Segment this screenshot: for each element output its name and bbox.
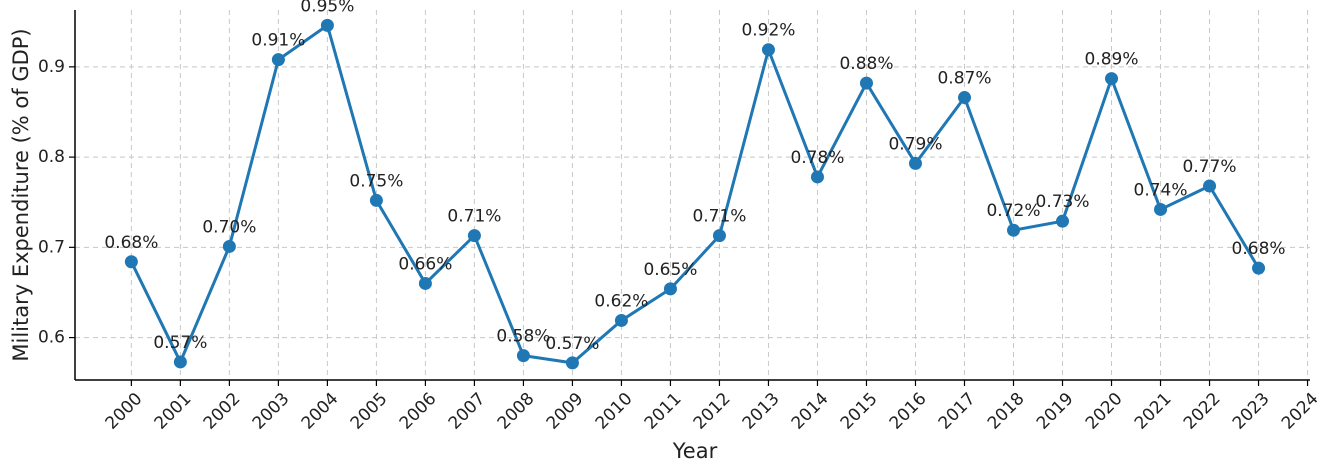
x-tick-label: 2023 xyxy=(1229,389,1274,434)
x-tick-label: 2000 xyxy=(102,389,147,434)
x-tick-label: 2004 xyxy=(298,389,343,434)
data-label: 0.89% xyxy=(1085,50,1139,70)
data-label: 0.65% xyxy=(643,260,697,280)
x-tick-label: 2010 xyxy=(592,389,637,434)
data-label: 0.77% xyxy=(1183,157,1237,177)
data-label: 0.87% xyxy=(937,69,991,89)
point xyxy=(467,229,481,243)
x-tick-label: 2013 xyxy=(739,389,784,434)
x-tick-label: 2015 xyxy=(837,389,882,434)
data-label: 0.74% xyxy=(1134,180,1188,200)
x-tick-label: 2005 xyxy=(347,389,392,434)
data-label: 0.71% xyxy=(447,207,501,227)
data-label: 0.72% xyxy=(986,201,1040,221)
point xyxy=(369,193,383,207)
point xyxy=(663,282,677,296)
data-label: 0.88% xyxy=(839,54,893,74)
point xyxy=(614,313,628,327)
data-label: 0.79% xyxy=(888,134,942,154)
x-tick-label: 2022 xyxy=(1180,389,1225,434)
point xyxy=(957,91,971,105)
data-label: 0.95% xyxy=(300,0,354,16)
point xyxy=(271,53,285,67)
data-label: 0.57% xyxy=(153,333,207,353)
x-tick-label: 2020 xyxy=(1082,389,1127,434)
x-tick-label: 2001 xyxy=(151,389,196,434)
y-tick-label: 0.6 xyxy=(38,328,65,348)
y-tick-label: 0.7 xyxy=(38,237,65,257)
data-label: 0.71% xyxy=(692,207,746,227)
data-label: 0.75% xyxy=(349,171,403,191)
x-tick-label: 2002 xyxy=(200,389,245,434)
x-tick-label: 2011 xyxy=(641,389,686,434)
data-label: 0.70% xyxy=(202,217,256,237)
x-tick-label: 2016 xyxy=(886,389,931,434)
point xyxy=(418,276,432,290)
y-tick-label: 0.9 xyxy=(38,57,65,77)
y-tick-label: 0.8 xyxy=(38,147,65,167)
data-label: 0.57% xyxy=(545,334,599,354)
data-label: 0.78% xyxy=(790,148,844,168)
data-label: 0.92% xyxy=(741,21,795,41)
point xyxy=(859,76,873,90)
point xyxy=(565,356,579,370)
x-tick-label: 2009 xyxy=(543,389,588,434)
x-tick-label: 2008 xyxy=(494,389,539,434)
point xyxy=(320,18,334,32)
point xyxy=(908,156,922,170)
point xyxy=(1056,214,1070,228)
point xyxy=(1203,179,1217,193)
point xyxy=(516,349,530,363)
data-label: 0.68% xyxy=(1232,239,1286,259)
line xyxy=(130,22,1260,366)
x-tick-label: 2021 xyxy=(1131,389,1176,434)
x-tick-label: 2019 xyxy=(1033,389,1078,434)
point xyxy=(173,355,187,369)
data-label: 0.58% xyxy=(496,327,550,347)
point xyxy=(712,229,726,243)
x-tick-label: 2007 xyxy=(445,389,490,434)
point xyxy=(761,43,775,57)
data-label: 0.91% xyxy=(251,31,305,51)
x-tick-label: 2006 xyxy=(396,389,441,434)
point xyxy=(1252,261,1266,275)
x-tick-label: 2017 xyxy=(935,389,980,434)
data-label: 0.68% xyxy=(104,233,158,253)
point xyxy=(124,255,138,269)
x-tick-label: 2012 xyxy=(690,389,735,434)
data-label: 0.66% xyxy=(398,254,452,274)
x-tick-label: 2024 xyxy=(1278,389,1323,434)
point xyxy=(810,170,824,184)
x-tick-label: 2003 xyxy=(249,389,294,434)
point xyxy=(1154,202,1168,216)
x-axis-label: Year xyxy=(672,439,718,463)
data-label: 0.62% xyxy=(594,291,648,311)
point xyxy=(1105,72,1119,86)
data-label: 0.73% xyxy=(1036,192,1090,212)
point xyxy=(222,239,236,253)
x-tick-label: 2018 xyxy=(984,389,1029,434)
point xyxy=(1007,223,1021,237)
y-axis-label: Military Expenditure (% of GDP) xyxy=(9,28,33,361)
x-tick-label: 2014 xyxy=(788,389,833,434)
